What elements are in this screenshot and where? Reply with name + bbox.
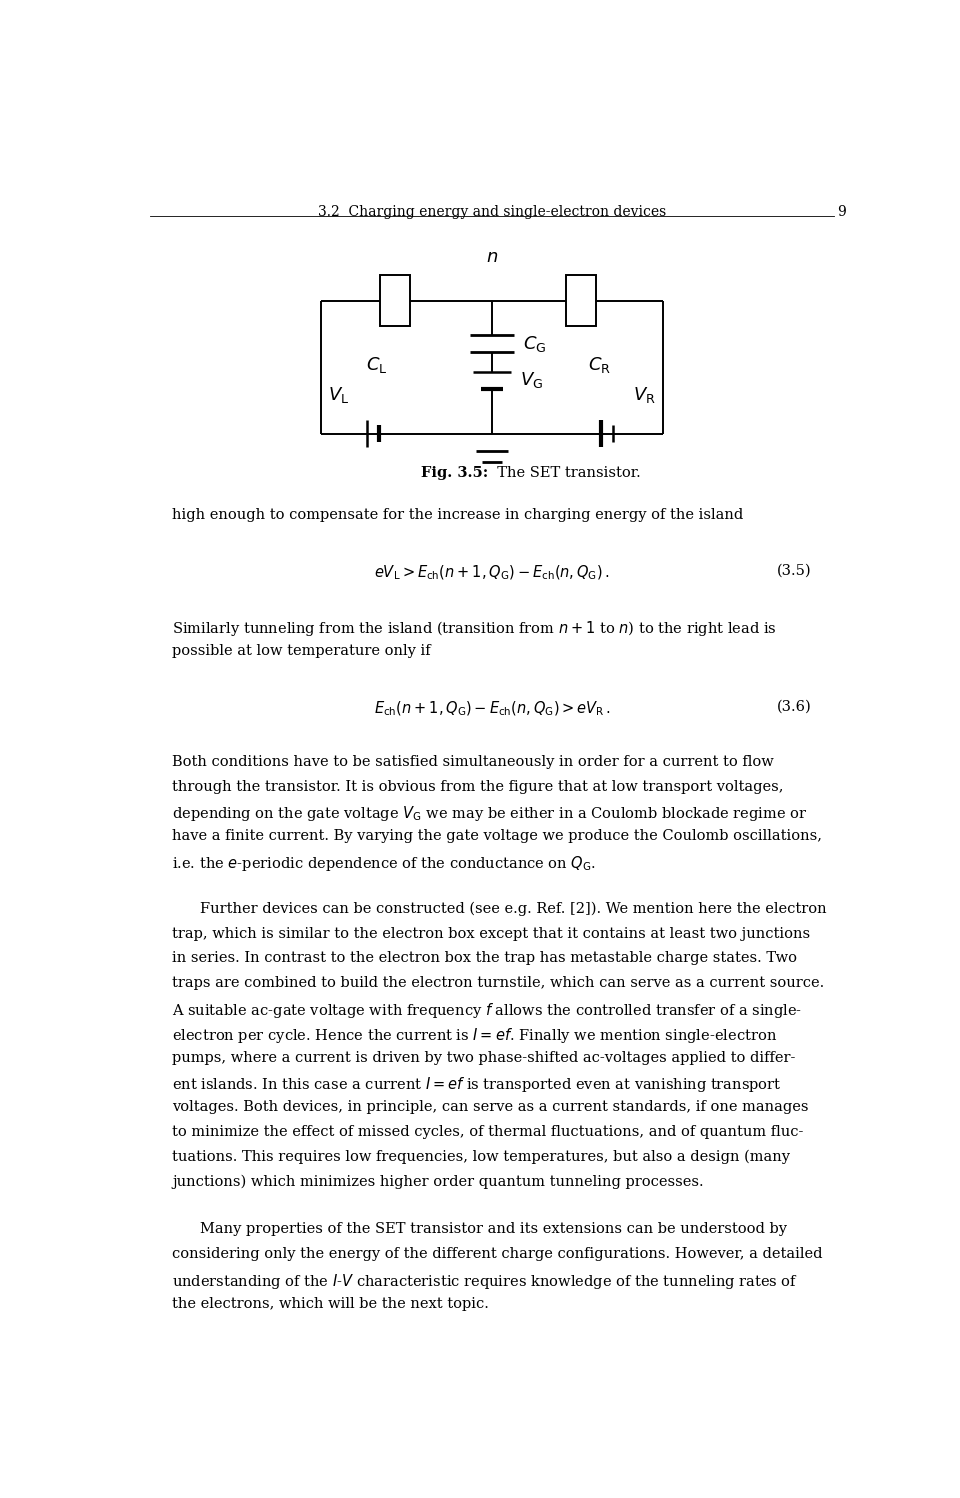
Text: ent islands. In this case a current $I = ef$ is transported even at vanishing tr: ent islands. In this case a current $I =… xyxy=(172,1076,781,1095)
Text: traps are combined to build the electron turnstile, which can serve as a current: traps are combined to build the electron… xyxy=(172,977,825,990)
Text: pumps, where a current is driven by two phase-shifted ac-voltages applied to dif: pumps, where a current is driven by two … xyxy=(172,1050,796,1065)
Text: electron per cycle. Hence the current is $I = ef$. Finally we mention single-ele: electron per cycle. Hence the current is… xyxy=(172,1026,778,1044)
Bar xyxy=(566,276,596,327)
Text: 9: 9 xyxy=(837,205,846,219)
Text: i.e. the $e$-periodic dependence of the conductance on $Q_{\mathrm{G}}$.: i.e. the $e$-periodic dependence of the … xyxy=(172,854,596,873)
Text: the electrons, which will be the next topic.: the electrons, which will be the next to… xyxy=(172,1297,489,1311)
Text: possible at low temperature only if: possible at low temperature only if xyxy=(172,644,431,658)
Text: depending on the gate voltage $V_{\mathrm{G}}$ we may be either in a Coulomb blo: depending on the gate voltage $V_{\mathr… xyxy=(172,804,807,824)
Text: junctions) which minimizes higher order quantum tunneling processes.: junctions) which minimizes higher order … xyxy=(172,1174,704,1189)
Text: $n$: $n$ xyxy=(486,249,498,267)
Text: tuations. This requires low frequencies, low temperatures, but also a design (ma: tuations. This requires low frequencies,… xyxy=(172,1150,790,1164)
Text: through the transistor. It is obvious from the figure that at low transport volt: through the transistor. It is obvious fr… xyxy=(172,779,783,794)
Text: Similarly tunneling from the island (transition from $n+1$ to $n$) to the right : Similarly tunneling from the island (tra… xyxy=(172,619,777,638)
Text: have a finite current. By varying the gate voltage we produce the Coulomb oscill: have a finite current. By varying the ga… xyxy=(172,830,822,843)
Text: $V_{\mathrm{G}}$: $V_{\mathrm{G}}$ xyxy=(519,370,542,391)
Text: voltages. Both devices, in principle, can serve as a current standards, if one m: voltages. Both devices, in principle, ca… xyxy=(172,1100,808,1115)
Text: $V_{\mathrm{L}}$: $V_{\mathrm{L}}$ xyxy=(328,385,349,404)
Text: (3.5): (3.5) xyxy=(778,563,812,578)
Text: trap, which is similar to the electron box except that it contains at least two : trap, which is similar to the electron b… xyxy=(172,927,810,941)
Text: Many properties of the SET transistor and its extensions can be understood by: Many properties of the SET transistor an… xyxy=(201,1222,787,1236)
Text: understanding of the $I$-$V$ characteristic requires knowledge of the tunneling : understanding of the $I$-$V$ characteris… xyxy=(172,1272,798,1291)
Text: $V_{\mathrm{R}}$: $V_{\mathrm{R}}$ xyxy=(633,385,656,404)
Text: Further devices can be constructed (see e.g. Ref. [2]). We mention here the elec: Further devices can be constructed (see … xyxy=(201,902,827,917)
Text: Fig. 3.5:: Fig. 3.5: xyxy=(421,466,489,479)
Text: $eV_{\mathrm{L}} > E_{\mathrm{ch}}(n+1, Q_{\mathrm{G}}) - E_{\mathrm{ch}}(n, Q_{: $eV_{\mathrm{L}} > E_{\mathrm{ch}}(n+1, … xyxy=(374,563,610,583)
Text: $E_{\mathrm{ch}}(n+1, Q_{\mathrm{G}}) - E_{\mathrm{ch}}(n, Q_{\mathrm{G}}) > eV_: $E_{\mathrm{ch}}(n+1, Q_{\mathrm{G}}) - … xyxy=(373,700,611,718)
Text: The SET transistor.: The SET transistor. xyxy=(489,466,641,479)
Text: $C_{\mathrm{R}}$: $C_{\mathrm{R}}$ xyxy=(588,355,612,374)
Text: in series. In contrast to the electron box the trap has metastable charge states: in series. In contrast to the electron b… xyxy=(172,951,797,965)
Text: considering only the energy of the different charge configurations. However, a d: considering only the energy of the diffe… xyxy=(172,1248,823,1261)
Text: $C_{\mathrm{L}}$: $C_{\mathrm{L}}$ xyxy=(366,355,388,374)
Text: to minimize the effect of missed cycles, of thermal fluctuations, and of quantum: to minimize the effect of missed cycles,… xyxy=(172,1125,804,1138)
Text: A suitable ac-gate voltage with frequency $f$ allows the controlled transfer of : A suitable ac-gate voltage with frequenc… xyxy=(172,1001,803,1020)
Text: (3.6): (3.6) xyxy=(778,700,812,713)
Text: $C_{\mathrm{G}}$: $C_{\mathrm{G}}$ xyxy=(523,334,546,354)
Text: Both conditions have to be satisfied simultaneously in order for a current to fl: Both conditions have to be satisfied sim… xyxy=(172,755,774,768)
Bar xyxy=(380,276,410,327)
Text: high enough to compensate for the increase in charging energy of the island: high enough to compensate for the increa… xyxy=(172,508,743,523)
Text: 3.2  Charging energy and single-electron devices: 3.2 Charging energy and single-electron … xyxy=(318,205,666,219)
